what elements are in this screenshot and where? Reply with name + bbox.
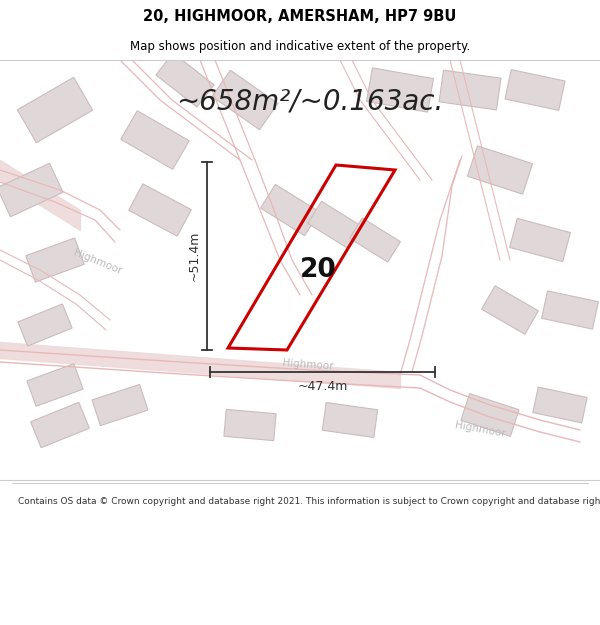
Polygon shape (27, 364, 83, 406)
Polygon shape (482, 286, 538, 334)
Polygon shape (461, 394, 519, 436)
Polygon shape (156, 53, 214, 107)
Polygon shape (260, 184, 319, 236)
Polygon shape (17, 78, 92, 142)
Polygon shape (439, 70, 501, 110)
Polygon shape (18, 304, 72, 346)
Polygon shape (505, 69, 565, 111)
Text: ~47.4m: ~47.4m (298, 380, 347, 393)
Polygon shape (367, 68, 433, 112)
Polygon shape (542, 291, 598, 329)
Polygon shape (322, 402, 377, 437)
Text: Contains OS data © Crown copyright and database right 2021. This information is : Contains OS data © Crown copyright and d… (18, 498, 600, 506)
Text: 20: 20 (299, 257, 337, 283)
Polygon shape (0, 163, 63, 217)
Polygon shape (212, 70, 278, 130)
Text: Highmoor: Highmoor (73, 248, 124, 276)
Text: Highmoor: Highmoor (454, 421, 506, 439)
Polygon shape (467, 146, 533, 194)
Polygon shape (92, 384, 148, 426)
Polygon shape (26, 238, 84, 282)
Polygon shape (31, 402, 89, 448)
Polygon shape (308, 201, 362, 249)
Text: ~658m²/~0.163ac.: ~658m²/~0.163ac. (176, 88, 443, 116)
Polygon shape (350, 218, 400, 262)
Polygon shape (509, 218, 571, 262)
Text: ~51.4m: ~51.4m (188, 231, 201, 281)
Polygon shape (224, 409, 276, 441)
Polygon shape (128, 184, 191, 236)
Text: 20, HIGHMOOR, AMERSHAM, HP7 9BU: 20, HIGHMOOR, AMERSHAM, HP7 9BU (143, 9, 457, 24)
Polygon shape (533, 387, 587, 423)
Polygon shape (121, 111, 189, 169)
Text: Map shows position and indicative extent of the property.: Map shows position and indicative extent… (130, 40, 470, 53)
Text: Highmoor: Highmoor (282, 358, 334, 372)
